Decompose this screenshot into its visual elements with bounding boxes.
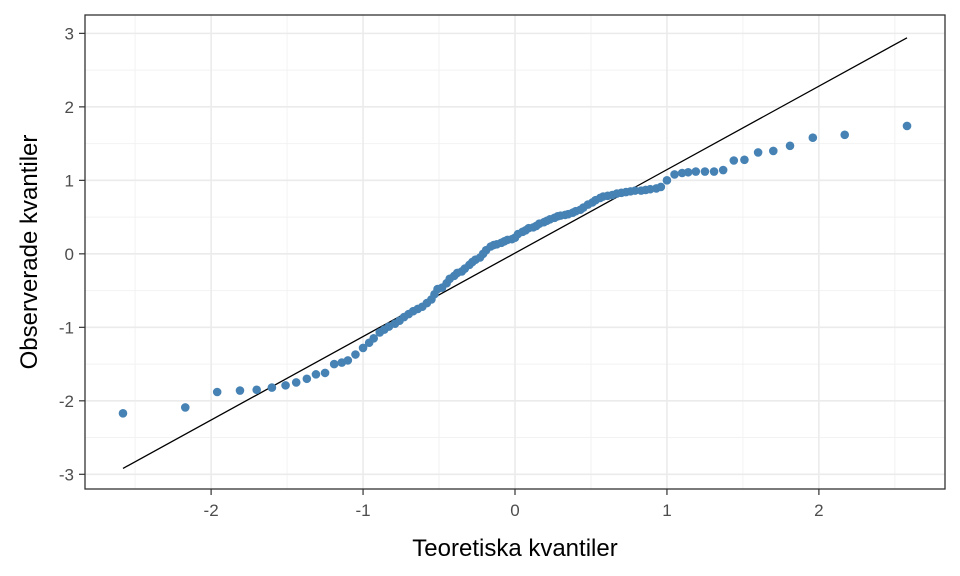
data-point — [281, 381, 290, 390]
data-point — [351, 350, 360, 359]
data-point — [656, 182, 666, 192]
data-point — [630, 186, 640, 195]
y-tick-label: -3 — [59, 465, 74, 484]
data-point — [753, 148, 763, 157]
data-point — [769, 146, 778, 156]
data-point — [902, 121, 912, 131]
data-point — [709, 167, 719, 176]
x-tick-label: -1 — [355, 501, 370, 520]
y-tick-label: 0 — [65, 245, 74, 264]
y-tick-label: 2 — [65, 98, 74, 117]
data-point — [670, 170, 679, 179]
data-point — [235, 386, 245, 395]
data-point — [267, 383, 277, 392]
x-tick-label: 2 — [814, 501, 823, 520]
data-point — [252, 385, 261, 395]
data-points — [118, 121, 912, 418]
y-tick-label: -2 — [59, 392, 74, 411]
y-tick-label: -1 — [59, 318, 74, 337]
data-point — [302, 374, 312, 384]
data-point — [785, 141, 795, 151]
data-point — [683, 167, 693, 177]
x-tick-label: 1 — [662, 501, 671, 520]
plot-panel — [85, 15, 945, 489]
data-point — [180, 403, 190, 412]
x-tick-label: -2 — [204, 501, 219, 520]
data-point — [662, 176, 672, 185]
data-point — [691, 167, 701, 176]
data-point — [729, 156, 739, 165]
axes: -2 -1 0 1 2 -3 -2 -1 0 1 2 3 — [59, 14, 946, 520]
y-tick-label: 3 — [65, 24, 74, 43]
data-point — [740, 155, 749, 165]
data-point — [329, 359, 339, 369]
data-point — [840, 130, 850, 140]
data-point — [369, 334, 378, 343]
data-point — [358, 343, 368, 353]
data-point — [118, 409, 128, 418]
data-point — [311, 370, 321, 379]
data-point — [343, 356, 353, 365]
x-tick-label: 0 — [510, 501, 519, 520]
data-point — [718, 165, 728, 175]
x-axis-title: Teoretiska kvantiler — [412, 535, 617, 562]
data-point — [291, 378, 301, 387]
y-axis-title: Observerade kvantiler — [16, 135, 43, 370]
y-tick-label: 1 — [65, 171, 74, 190]
data-point — [320, 368, 330, 378]
reference-line — [122, 37, 908, 469]
data-point — [808, 133, 818, 143]
data-point — [212, 387, 222, 397]
data-point — [700, 167, 710, 176]
